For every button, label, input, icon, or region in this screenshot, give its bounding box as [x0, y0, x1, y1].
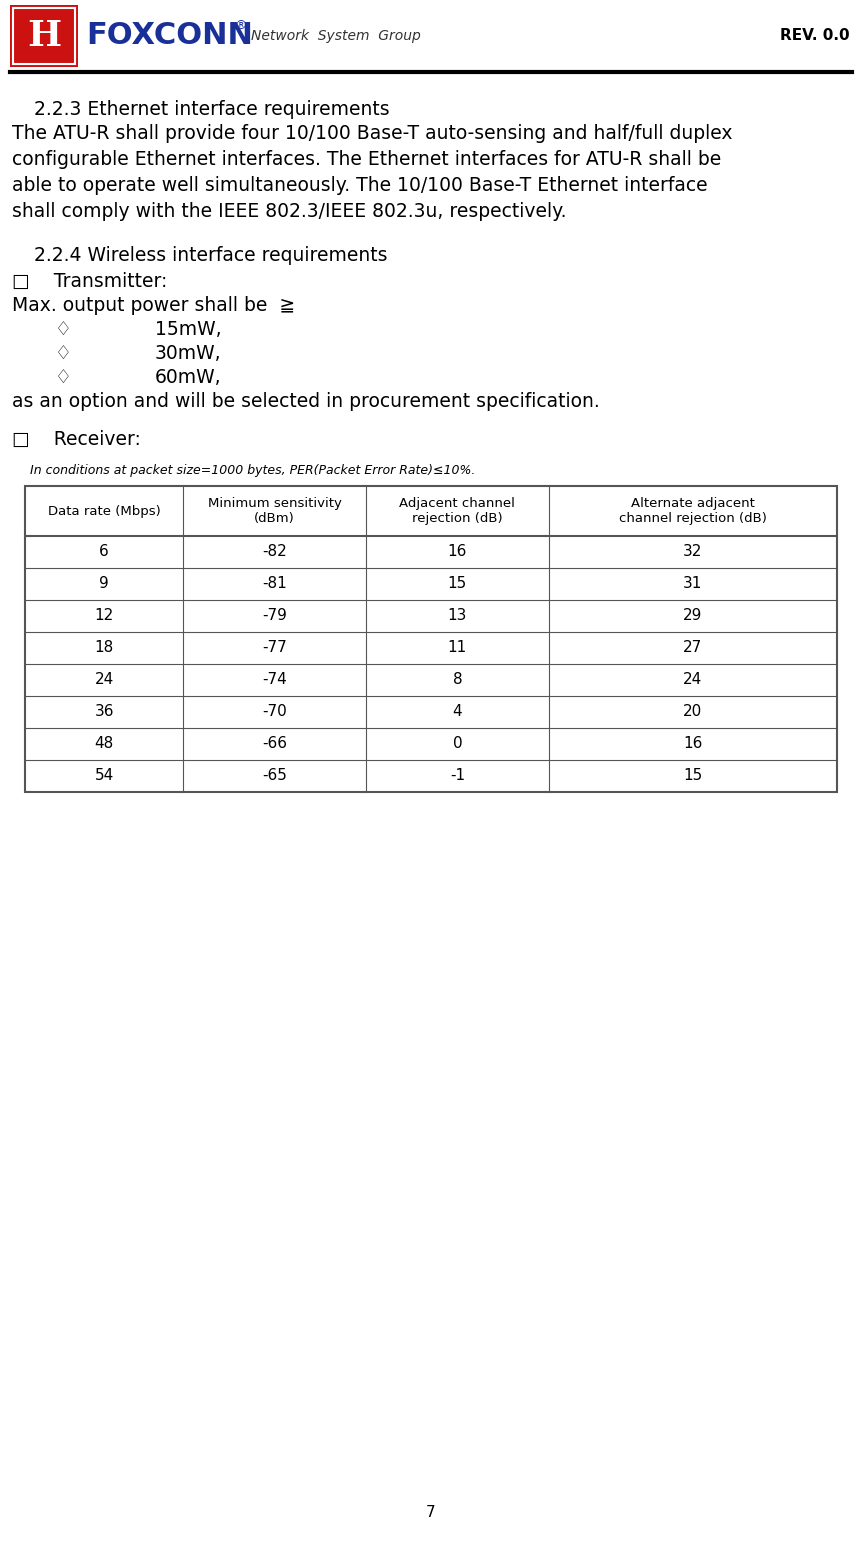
- Text: 13: 13: [447, 608, 467, 623]
- Text: 8: 8: [452, 673, 461, 687]
- Text: ♢: ♢: [55, 320, 71, 339]
- Text: shall comply with the IEEE 802.3/IEEE 802.3u, respectively.: shall comply with the IEEE 802.3/IEEE 80…: [12, 203, 566, 221]
- Text: 7: 7: [425, 1505, 436, 1521]
- Text: The ATU-R shall provide four 10/100 Base-T auto-sensing and half/full duplex: The ATU-R shall provide four 10/100 Base…: [12, 124, 732, 142]
- Text: -82: -82: [262, 545, 287, 560]
- Text: 30mW,: 30mW,: [155, 343, 221, 364]
- Text: 15mW,: 15mW,: [155, 320, 221, 339]
- Text: 20: 20: [683, 704, 702, 719]
- Bar: [25, 486, 836, 792]
- Text: FOXCONN: FOXCONN: [86, 22, 252, 51]
- Text: 12: 12: [95, 608, 114, 623]
- Text: H: H: [27, 19, 61, 53]
- Text: REV. 0.0: REV. 0.0: [779, 28, 849, 43]
- Text: -81: -81: [262, 577, 287, 591]
- Text: 36: 36: [95, 704, 114, 719]
- Text: 2.2.3 Ethernet interface requirements: 2.2.3 Ethernet interface requirements: [22, 101, 389, 119]
- Text: 6: 6: [99, 545, 109, 560]
- Text: 60mW,: 60mW,: [155, 368, 221, 387]
- Text: ♢: ♢: [55, 368, 71, 387]
- Text: -70: -70: [262, 704, 287, 719]
- Text: 27: 27: [683, 640, 702, 656]
- Text: 15: 15: [683, 769, 702, 783]
- Text: Network  System  Group: Network System Group: [251, 29, 420, 43]
- Text: Adjacent channel
rejection (dB): Adjacent channel rejection (dB): [399, 497, 515, 524]
- Text: 29: 29: [683, 608, 702, 623]
- Text: Max. output power shall be  ≧: Max. output power shall be ≧: [12, 295, 294, 316]
- Bar: [13, 8, 75, 63]
- Text: 54: 54: [95, 769, 114, 783]
- Text: 11: 11: [447, 640, 467, 656]
- Text: 18: 18: [95, 640, 114, 656]
- Text: 0: 0: [452, 736, 461, 752]
- Text: -77: -77: [262, 640, 287, 656]
- Text: Data rate (Mbps): Data rate (Mbps): [47, 504, 160, 518]
- Text: as an option and will be selected in procurement specification.: as an option and will be selected in pro…: [12, 391, 599, 412]
- Text: Minimum sensitivity
(dBm): Minimum sensitivity (dBm): [208, 497, 341, 524]
- Text: In conditions at packet size=1000 bytes, PER(Packet Error Rate)≤10%.: In conditions at packet size=1000 bytes,…: [30, 464, 474, 476]
- Text: 16: 16: [683, 736, 702, 752]
- Text: -1: -1: [449, 769, 464, 783]
- Text: 4: 4: [452, 704, 461, 719]
- Text: able to operate well simultaneously. The 10/100 Base-T Ethernet interface: able to operate well simultaneously. The…: [12, 176, 707, 195]
- Bar: [10, 5, 77, 67]
- Text: □    Receiver:: □ Receiver:: [12, 430, 140, 449]
- Text: ♢: ♢: [55, 343, 71, 364]
- Text: ®: ®: [233, 20, 246, 32]
- Text: 24: 24: [683, 673, 702, 687]
- Text: -74: -74: [262, 673, 287, 687]
- Text: 24: 24: [95, 673, 114, 687]
- Text: -79: -79: [262, 608, 287, 623]
- Text: Alternate adjacent
channel rejection (dB): Alternate adjacent channel rejection (dB…: [618, 497, 766, 524]
- Text: 15: 15: [447, 577, 467, 591]
- Text: -66: -66: [262, 736, 287, 752]
- Text: 9: 9: [99, 577, 109, 591]
- Text: □    Transmitter:: □ Transmitter:: [12, 272, 167, 291]
- Text: 32: 32: [683, 545, 702, 560]
- Text: 2.2.4 Wireless interface requirements: 2.2.4 Wireless interface requirements: [22, 246, 387, 265]
- Text: -65: -65: [262, 769, 287, 783]
- Text: configurable Ethernet interfaces. The Ethernet interfaces for ATU-R shall be: configurable Ethernet interfaces. The Et…: [12, 150, 721, 169]
- Text: 31: 31: [683, 577, 702, 591]
- Text: 16: 16: [447, 545, 467, 560]
- Text: 48: 48: [95, 736, 114, 752]
